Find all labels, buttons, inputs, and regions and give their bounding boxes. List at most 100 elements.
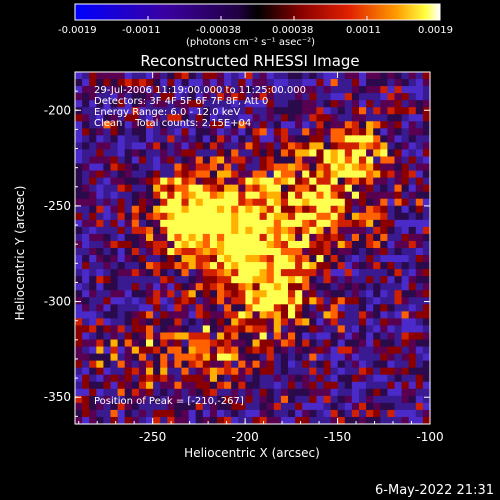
heatmap-cell	[415, 255, 424, 263]
heatmap-cell	[422, 381, 431, 390]
heatmap-cell	[153, 409, 161, 418]
heatmap-cell	[288, 353, 296, 362]
heatmap-cell	[273, 276, 282, 284]
heatmap-cell	[273, 198, 282, 207]
heatmap-cell	[217, 311, 225, 319]
heatmap-cell	[238, 276, 246, 284]
heatmap-cell	[202, 163, 211, 172]
heatmap-cell	[75, 156, 83, 165]
heatmap-cell	[110, 367, 119, 376]
heatmap-cell	[387, 212, 396, 221]
heatmap-cell	[238, 114, 246, 122]
heatmap-cell	[167, 269, 175, 277]
heatmap-cell	[401, 128, 410, 136]
heatmap-cell	[75, 339, 83, 348]
heatmap-cell	[323, 79, 332, 87]
heatmap-cell	[280, 381, 289, 390]
heatmap-cell	[245, 142, 254, 151]
heatmap-cell	[181, 325, 190, 334]
heatmap-cell	[217, 135, 225, 143]
heatmap-cell	[238, 128, 246, 136]
heatmap-cell	[401, 72, 410, 80]
heatmap-cell	[401, 212, 410, 221]
heatmap-cell	[302, 177, 310, 186]
heatmap-cell	[202, 86, 211, 94]
heatmap-cell	[330, 93, 339, 101]
heatmap-cell	[366, 72, 374, 80]
heatmap-cell	[401, 135, 410, 143]
heatmap-cell	[103, 248, 112, 256]
heatmap-cell	[387, 262, 396, 270]
heatmap-cell	[167, 360, 175, 369]
heatmap-cell	[167, 184, 175, 193]
heatmap-cell	[259, 416, 268, 425]
heatmap-cell	[167, 248, 175, 256]
heatmap-cell	[337, 86, 346, 94]
heatmap-cell	[138, 177, 147, 186]
heatmap-cell	[124, 156, 133, 165]
heatmap-cell	[188, 107, 197, 115]
heatmap-cell	[96, 402, 104, 411]
heatmap-cell	[387, 248, 396, 256]
heatmap-cell	[415, 346, 424, 355]
heatmap-cell	[373, 212, 381, 221]
heatmap-cell	[316, 360, 325, 369]
heatmap-cell	[75, 276, 83, 284]
heatmap-cell	[280, 135, 289, 143]
heatmap-cell	[316, 191, 325, 200]
heatmap-cell	[103, 128, 112, 136]
heatmap-cell	[401, 304, 410, 312]
y-tick-label: -300	[44, 295, 71, 309]
heatmap-cell	[415, 177, 424, 186]
heatmap-cell	[266, 339, 275, 348]
heatmap-cell	[231, 339, 239, 348]
heatmap-cell	[280, 353, 289, 362]
heatmap-cell	[309, 79, 317, 87]
heatmap-cell	[195, 128, 204, 136]
heatmap-cell	[238, 184, 246, 193]
heatmap-cell	[202, 297, 211, 305]
heatmap-cell	[217, 240, 225, 249]
heatmap-cell	[138, 346, 147, 355]
heatmap-cell	[373, 318, 381, 327]
heatmap-cell	[366, 128, 374, 136]
heatmap-cell	[259, 395, 268, 404]
heatmap-cell	[238, 318, 246, 327]
heatmap-cell	[351, 269, 360, 277]
heatmap-cell	[117, 416, 126, 425]
heatmap-cell	[124, 311, 133, 319]
heatmap-cell	[174, 262, 183, 270]
heatmap-cell	[273, 290, 282, 298]
heatmap-cell	[288, 283, 296, 291]
heatmap-cell	[82, 416, 90, 425]
heatmap-cell	[245, 262, 254, 270]
heatmap-cell	[351, 184, 360, 193]
heatmap-cell	[387, 191, 396, 200]
heatmap-cell	[359, 191, 367, 200]
heatmap-cell	[259, 374, 268, 383]
heatmap-cell	[330, 304, 339, 312]
heatmap-cell	[359, 128, 367, 136]
heatmap-cell	[422, 226, 431, 235]
heatmap-cell	[422, 121, 431, 129]
heatmap-cell	[117, 262, 126, 270]
heatmap-cell	[302, 107, 310, 115]
heatmap-cell	[344, 360, 353, 369]
heatmap-cell	[351, 332, 360, 341]
heatmap-cell	[117, 269, 126, 277]
heatmap-cell	[359, 93, 367, 101]
heatmap-cell	[337, 198, 346, 207]
heatmap-cell	[401, 367, 410, 376]
heatmap-cell	[359, 72, 367, 80]
heatmap-cell	[124, 332, 133, 341]
heatmap-cell	[280, 283, 289, 291]
heatmap-cell	[366, 107, 374, 115]
info-line-energy: Energy Range: 6.0 - 12.0 keV	[94, 107, 241, 118]
heatmap-cell	[174, 212, 183, 221]
heatmap-cell	[280, 219, 289, 228]
heatmap-cell	[387, 346, 396, 355]
heatmap-cell	[188, 416, 197, 425]
heatmap-cell	[422, 184, 431, 193]
heatmap-cell	[209, 149, 218, 158]
heatmap-cell	[238, 142, 246, 151]
